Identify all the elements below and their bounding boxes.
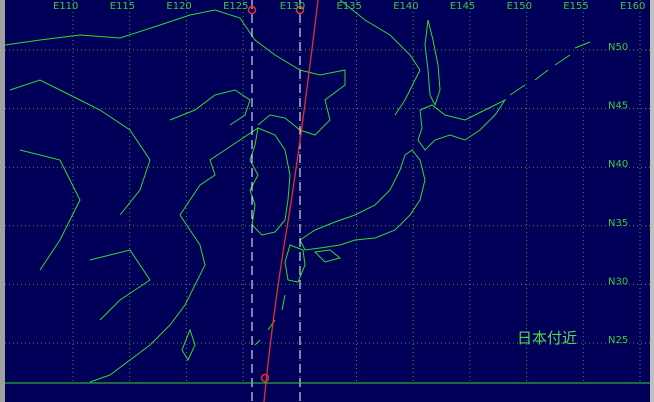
region-label: 日本付近 [517, 329, 577, 347]
coastline [339, 0, 421, 116]
coastline [424, 19, 441, 107]
coastline [254, 294, 286, 346]
left-border [0, 0, 5, 402]
track-point [295, 5, 305, 15]
latitude-label: N45 [608, 101, 628, 112]
coastline [169, 89, 251, 126]
coastline [181, 328, 196, 362]
longitude-label: E150 [507, 1, 532, 12]
latitude-label: N50 [608, 42, 628, 53]
coastline [89, 127, 259, 383]
longitude-label: E120 [166, 1, 191, 12]
latitude-label: N25 [608, 335, 628, 346]
coastlines [4, 0, 591, 383]
coastline [9, 79, 151, 321]
longitude-label: E125 [223, 1, 248, 12]
longitude-label: E130 [280, 1, 305, 12]
coastline [299, 149, 426, 251]
latitude-label: N40 [608, 159, 628, 170]
coastline [417, 98, 507, 151]
longitude-label: E110 [53, 1, 78, 12]
longitude-label: E155 [563, 1, 588, 12]
right-border [650, 0, 654, 402]
coastline [284, 244, 306, 283]
longitude-label: E160 [620, 1, 645, 12]
track-point [260, 373, 270, 383]
longitude-label: E145 [450, 1, 475, 12]
coastline [313, 249, 342, 263]
longitude-label: E140 [393, 1, 418, 12]
coastline [249, 127, 291, 236]
coastline [509, 41, 591, 96]
track-line [263, 0, 319, 402]
latitude-label: N30 [608, 276, 628, 287]
latitude-label: N35 [608, 218, 628, 229]
longitude-label: E115 [110, 1, 135, 12]
track-point [247, 5, 257, 15]
longitude-label: E135 [337, 1, 362, 12]
